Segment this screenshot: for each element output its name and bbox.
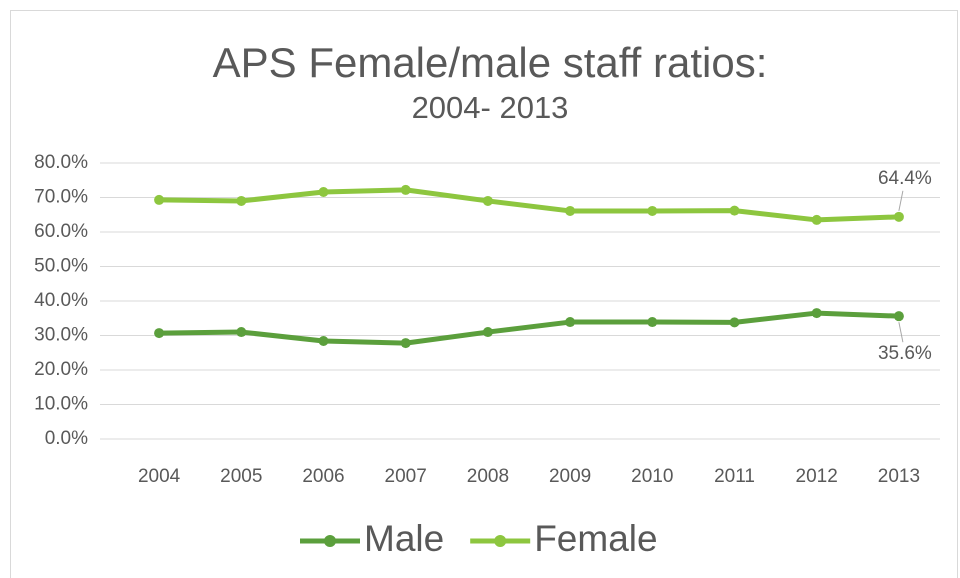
chart-title: APS Female/male staff ratios: <box>213 39 768 86</box>
legend-marker <box>324 535 336 547</box>
y-tick-label: 60.0% <box>34 221 88 242</box>
x-tick-label: 2004 <box>138 466 181 487</box>
point <box>318 336 329 347</box>
y-tick-label: 0.0% <box>45 428 88 449</box>
x-tick-label: 2010 <box>631 466 673 487</box>
point <box>893 311 904 322</box>
y-tick-label: 40.0% <box>34 290 88 311</box>
label-leader <box>898 190 904 211</box>
series-line <box>159 310 899 346</box>
point <box>647 205 658 216</box>
point <box>318 186 329 197</box>
y-tick-label: 30.0% <box>34 325 88 346</box>
legend-label: Male <box>364 518 444 559</box>
point <box>729 205 740 216</box>
y-tick-label: 80.0% <box>34 152 88 173</box>
point <box>482 327 493 338</box>
x-tick-label: 2011 <box>714 466 755 487</box>
point <box>565 317 576 328</box>
y-tick-label: 20.0% <box>34 359 88 380</box>
data-label: 35.6% <box>878 343 932 364</box>
point <box>811 214 822 225</box>
label-leader <box>898 322 904 343</box>
x-tick-label: 2005 <box>220 466 262 487</box>
x-tick-label: 2008 <box>467 466 509 487</box>
point <box>482 195 493 206</box>
x-tick-label: 2013 <box>878 466 920 487</box>
point <box>565 205 576 216</box>
y-tick-label: 10.0% <box>34 394 88 415</box>
legend-marker <box>494 535 507 547</box>
chart-subtitle: 2004- 2013 <box>412 90 569 125</box>
point <box>400 338 411 349</box>
point <box>154 328 165 339</box>
point <box>400 184 411 195</box>
point <box>729 317 740 328</box>
x-tick-label: 2012 <box>796 466 838 487</box>
point <box>811 308 822 319</box>
point <box>236 195 247 206</box>
y-tick-label: 50.0% <box>34 256 88 277</box>
point <box>893 211 904 222</box>
point <box>154 194 165 205</box>
point <box>647 317 658 328</box>
data-label: 64.4% <box>878 168 932 189</box>
point <box>236 327 247 338</box>
x-tick-label: 2006 <box>302 466 344 487</box>
x-tick-label: 2009 <box>549 466 591 487</box>
legend-label: Female <box>534 518 657 559</box>
x-tick-label: 2007 <box>385 466 427 487</box>
chart-border <box>10 10 958 578</box>
y-tick-label: 70.0% <box>34 187 88 208</box>
series-line <box>159 187 899 223</box>
